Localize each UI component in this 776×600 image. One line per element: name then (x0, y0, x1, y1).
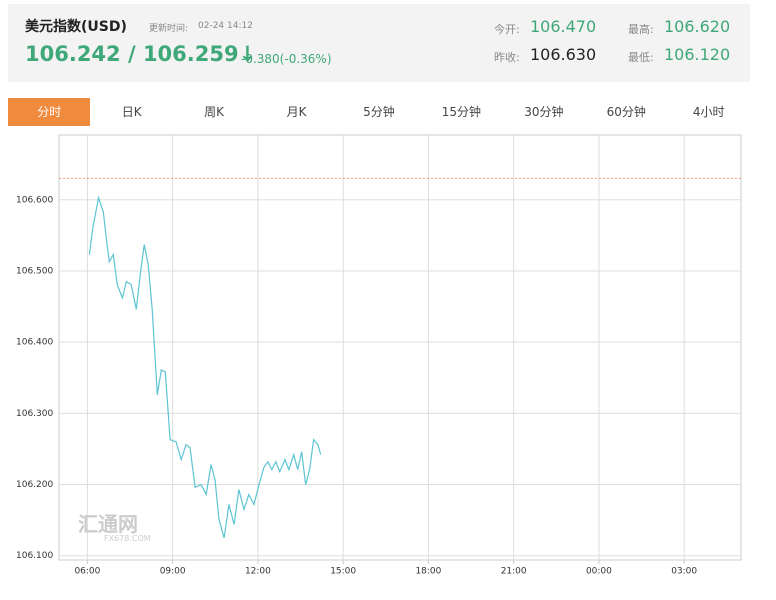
x-tick-label: 12:00 (245, 567, 271, 577)
prev-close: 106.630 (530, 45, 597, 64)
y-tick-label: 106.400 (16, 338, 53, 348)
x-tick-label: 03:00 (671, 567, 697, 577)
low: 106.120 (664, 45, 731, 64)
y-tick-label: 106.500 (16, 266, 53, 276)
high-label: 最高: (628, 23, 654, 36)
y-tick-label: 106.600 (16, 195, 53, 205)
tab[interactable]: 月K (286, 105, 307, 119)
tab[interactable]: 60分钟 (606, 105, 646, 119)
tab[interactable]: 4小时 (692, 105, 725, 119)
period-tabs: 分时 日K 周K 月K 5分钟 15分钟 30分钟 60分钟 4小时 (8, 98, 750, 126)
watermark-sub: FX678.COM (104, 534, 151, 543)
high: 106.620 (664, 17, 731, 36)
quote-header: 美元指数(USD) 更新时间: 02-24 14:12 106.242 / 10… (8, 4, 750, 82)
open: 106.470 (530, 17, 597, 36)
tab[interactable]: 日K (121, 105, 142, 119)
low-label: 最低: (628, 51, 654, 64)
x-tick-label: 00:00 (586, 567, 612, 577)
x-tick-label: 18:00 (415, 567, 441, 577)
x-tick-label: 09:00 (160, 567, 186, 577)
prev-close-label: 昨收: (494, 51, 520, 64)
y-tick-label: 106.200 (16, 480, 53, 490)
price: 106.242 / 106.259↓ (25, 42, 257, 66)
price-line (88, 195, 322, 539)
update-label: 更新时间: (149, 24, 189, 34)
update-time: 02-24 14:12 (198, 21, 253, 31)
watermark: 汇通网 (78, 512, 138, 536)
x-tick-label: 06:00 (74, 567, 100, 577)
title: 美元指数(USD) (25, 19, 127, 35)
tab[interactable]: 分时 (8, 98, 91, 126)
tab[interactable]: 30分钟 (524, 105, 564, 119)
tab[interactable]: 15分钟 (441, 105, 482, 119)
y-tick-label: 106.300 (16, 409, 53, 419)
tab[interactable]: 周K (204, 105, 225, 119)
x-tick-label: 21:00 (501, 567, 527, 577)
y-tick-label: 106.100 (16, 551, 53, 561)
open-label: 今开: (494, 23, 520, 36)
tab[interactable]: 5分钟 (363, 105, 395, 119)
plot-frame (58, 134, 742, 561)
change: -0.380(-0.36%) (241, 52, 332, 66)
x-tick-label: 15:00 (330, 567, 356, 577)
